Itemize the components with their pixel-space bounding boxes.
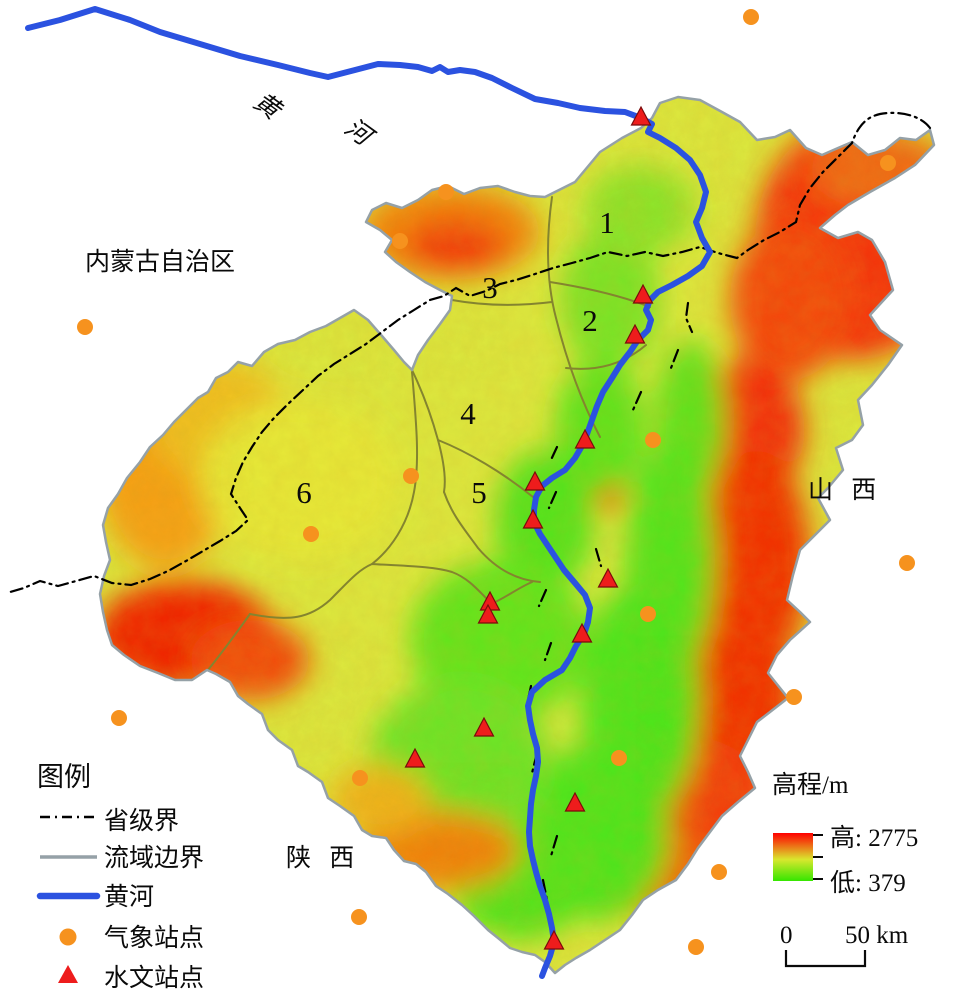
subbasin-label-2: 2: [582, 303, 598, 338]
hydro-station-marker: [574, 428, 596, 449]
river-label-char2: 河: [339, 114, 378, 153]
hydro-station-marker: [477, 603, 499, 624]
subbasin-boundaries: [207, 196, 651, 671]
meteo-station-marker: [77, 319, 93, 335]
meteo-station-marker: [688, 939, 704, 955]
meteo-station-marker: [392, 233, 408, 249]
subbasin-label-4: 4: [460, 396, 476, 431]
hydro-stations-layer: [404, 105, 654, 950]
legend-title: 图例: [37, 762, 91, 792]
hydro-station-marker: [543, 929, 565, 950]
legend-meteo-station-symbol: [59, 928, 77, 946]
subbasin-label-6: 6: [296, 475, 312, 510]
scale-bar-bracket: [784, 950, 867, 968]
meteo-station-marker: [111, 710, 127, 726]
scale-bar-end-label: 50 km: [845, 922, 909, 949]
hydro-station-marker: [597, 567, 619, 588]
yellow-river-line: [25, 6, 713, 979]
hydro-station-marker: [473, 716, 495, 737]
meteo-station-marker: [352, 770, 368, 786]
subbasin-label-1: 1: [599, 205, 615, 240]
elevation-colorbar: [773, 833, 813, 881]
meteo-station-marker: [880, 155, 896, 171]
meteo-station-marker: [303, 526, 319, 542]
hydro-station-marker: [522, 508, 544, 529]
hydro-station-marker: [624, 323, 646, 344]
legend-label-meteo-station: 气象站点: [104, 924, 204, 952]
hydro-station-marker: [571, 622, 593, 643]
meteo-station-marker: [640, 606, 656, 622]
elevation-high-label: 高: 2775: [830, 824, 918, 852]
river-label-char1: 黄: [248, 88, 287, 126]
subbasin-label-5: 5: [471, 475, 487, 510]
meteo-station-marker: [899, 555, 915, 571]
elevation-colorbar-ticks: [813, 834, 823, 880]
elevation-legend: 高程/m 高: 2775 低: 379: [772, 771, 918, 897]
meteo-station-marker: [645, 432, 661, 448]
meteo-station-marker: [611, 750, 627, 766]
legend-label-basin-boundary: 流域边界: [104, 844, 204, 872]
hydro-station-marker: [564, 791, 586, 812]
meteo-station-marker: [351, 909, 367, 925]
subbasin-label-3: 3: [482, 270, 498, 305]
meteo-station-marker: [786, 689, 802, 705]
province-label-shaanxi: 陕 西: [286, 844, 360, 872]
meteo-station-marker: [711, 864, 727, 880]
legend-label-provincial-boundary: 省级界: [104, 807, 179, 835]
elevation-legend-title: 高程/m: [772, 771, 849, 799]
legend-label-hydro-station: 水文站点: [104, 964, 204, 992]
hydro-station-marker: [404, 747, 426, 768]
legend-label-yellow-river: 黄河: [104, 883, 154, 911]
hydro-station-marker: [632, 283, 654, 304]
legend-hydro-station-symbol: [58, 965, 78, 983]
province-label-shanxi: 山 西: [808, 476, 882, 504]
hydro-station-marker: [524, 470, 546, 491]
legend: 图例 省级界 流域边界 黄河 气象站点 水文站点: [36, 762, 204, 992]
elevation-low-label: 低: 379: [830, 869, 906, 897]
hydro-station-marker: [630, 105, 652, 126]
meteo-stations-layer: [77, 9, 915, 955]
scale-bar: 0 50 km: [780, 922, 909, 968]
scale-bar-start-label: 0: [780, 922, 793, 949]
meteo-station-marker: [403, 468, 419, 484]
meteo-station-marker: [438, 184, 454, 200]
meteo-station-marker: [743, 9, 759, 25]
province-label-neimenggu: 内蒙古自治区: [85, 248, 235, 276]
